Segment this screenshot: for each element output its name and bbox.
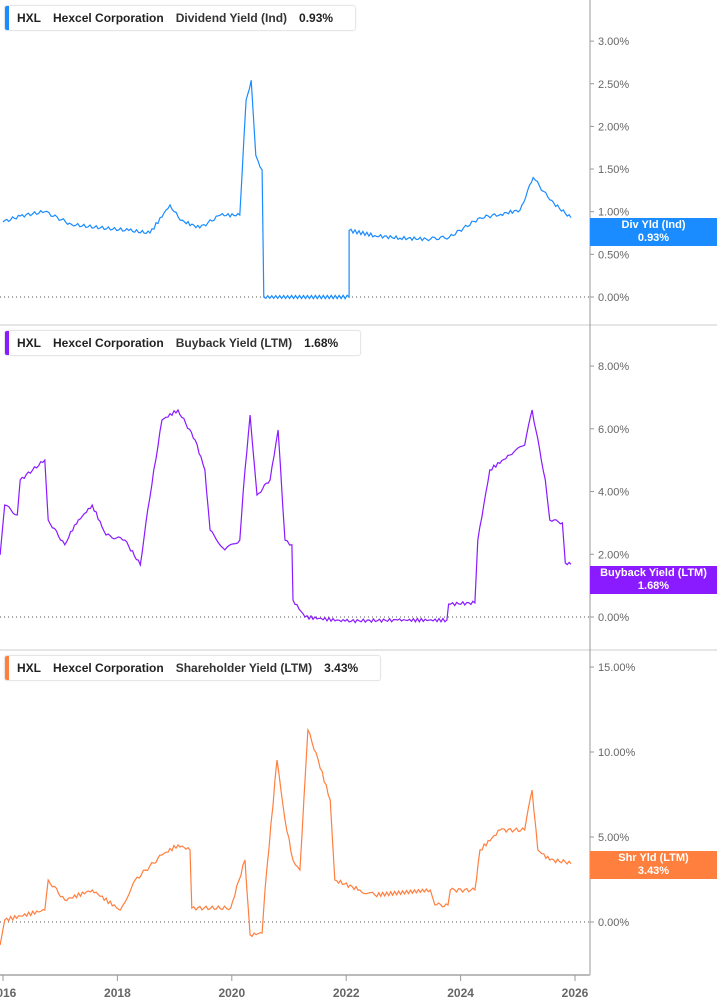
- tag-value: 0.93%: [637, 232, 670, 244]
- y-tick-label: 0.00%: [598, 612, 629, 624]
- current-value-tag-dividend: Div Yld (Ind) 0.93%: [590, 218, 717, 246]
- y-tick-label: 8.00%: [598, 361, 629, 373]
- y-tick-label: 2.00%: [598, 121, 629, 133]
- y-tick-label: 0.00%: [598, 917, 629, 929]
- y-tick-label: 10.00%: [598, 747, 636, 759]
- tag-value: 1.68%: [637, 580, 670, 592]
- y-tick-label: 1.00%: [598, 207, 629, 219]
- y-tick-label: 6.00%: [598, 424, 629, 436]
- y-tick-label: 2.00%: [598, 549, 629, 561]
- legend-ticker: HXL: [17, 661, 41, 675]
- legend-value: 0.93%: [299, 11, 334, 25]
- legend-value: 1.68%: [304, 336, 339, 350]
- y-tick-label: 0.50%: [598, 249, 629, 261]
- x-tick-label: 2024: [447, 986, 474, 1000]
- tag-label: Shr Yld (LTM): [618, 852, 689, 864]
- legend-company: Hexcel Corporation: [53, 661, 164, 675]
- x-tick-label: 2022: [333, 986, 360, 1000]
- legend-color-bar: [5, 331, 9, 355]
- legend-metric: Dividend Yield (Ind): [175, 11, 288, 25]
- series-line-0: [2, 80, 572, 300]
- y-tick-label: 5.00%: [598, 832, 629, 844]
- y-tick-label: 4.00%: [598, 487, 629, 499]
- x-tick-label: 2016: [0, 986, 17, 1000]
- x-tick-label: 2018: [104, 986, 131, 1000]
- y-tick-label: 1.50%: [598, 164, 629, 176]
- legend-company: Hexcel Corporation: [53, 11, 164, 25]
- tag-value: 3.43%: [637, 865, 670, 877]
- y-tick-label: 2.50%: [598, 79, 629, 91]
- y-tick-label: 15.00%: [598, 662, 636, 674]
- current-value-tag-shareholder: Shr Yld (LTM) 3.43%: [590, 851, 717, 879]
- legend-value: 3.43%: [324, 661, 359, 675]
- tag-label: Buyback Yield (LTM): [600, 567, 707, 579]
- legend-buyback: HXL Hexcel Corporation Buyback Yield (LT…: [4, 330, 362, 356]
- legend-metric: Shareholder Yield (LTM): [175, 661, 313, 675]
- legend-color-bar: [5, 656, 9, 680]
- legend-color-bar: [5, 6, 9, 30]
- x-tick-label: 2026: [562, 986, 589, 1000]
- current-value-tag-buyback: Buyback Yield (LTM) 1.68%: [590, 566, 717, 594]
- legend-company: Hexcel Corporation: [53, 336, 164, 350]
- tag-label: Div Yld (Ind): [621, 219, 686, 231]
- x-tick-label: 2020: [218, 986, 245, 1000]
- legend-shareholder: HXL Hexcel Corporation Shareholder Yield…: [4, 655, 382, 681]
- y-tick-label: 0.00%: [598, 292, 629, 304]
- series-line-1: [0, 408, 572, 624]
- y-tick-label: 3.00%: [598, 36, 629, 48]
- legend-ticker: HXL: [17, 336, 41, 350]
- series-line-2: [0, 727, 572, 946]
- legend-metric: Buyback Yield (LTM): [175, 336, 293, 350]
- legend-dividend: HXL Hexcel Corporation Dividend Yield (I…: [4, 5, 357, 31]
- legend-ticker: HXL: [17, 11, 41, 25]
